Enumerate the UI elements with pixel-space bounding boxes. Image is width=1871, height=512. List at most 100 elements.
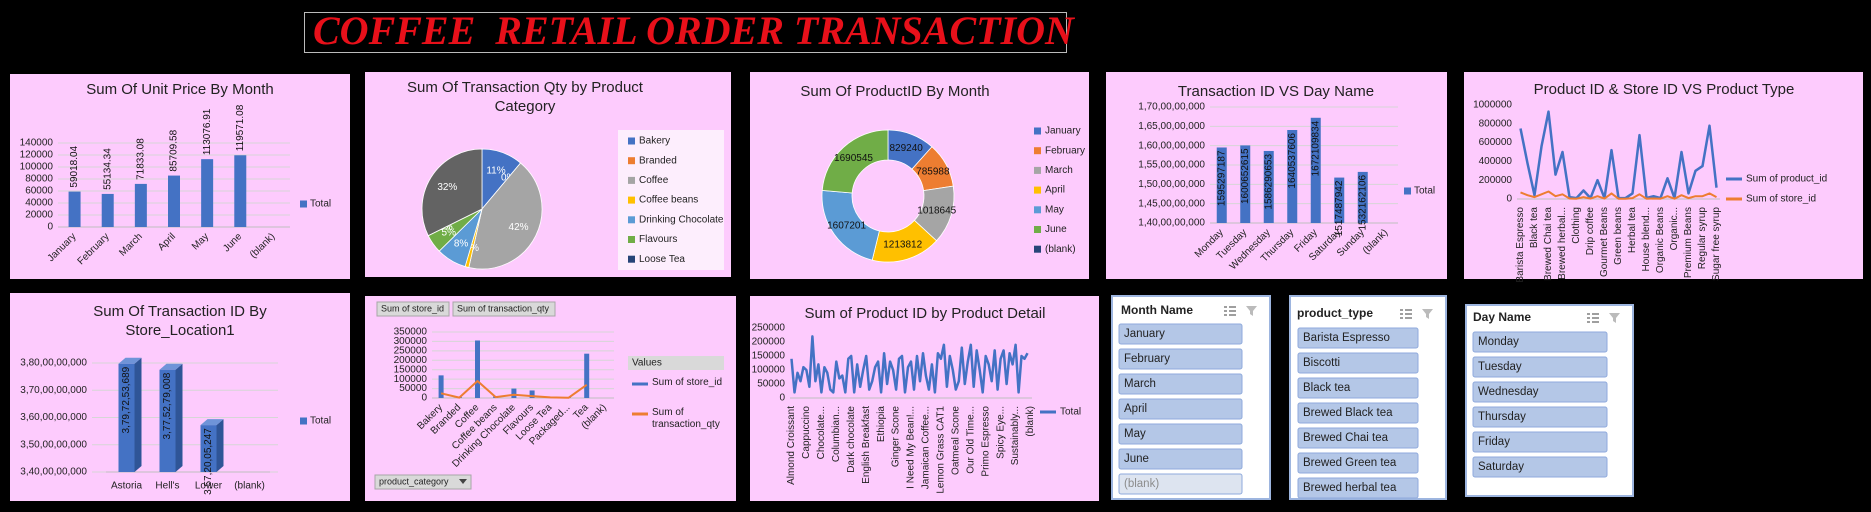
slicer-item[interactable] (1472, 356, 1608, 378)
x-tick-label: Barista Espresso (1515, 207, 1526, 283)
x-tick-label: Chocolate... (816, 406, 827, 459)
slicer-item[interactable] (1297, 477, 1419, 499)
x-tick-label: Primo Espresso (980, 406, 991, 477)
bar (1310, 117, 1321, 223)
legend-label: February (1045, 145, 1085, 156)
slicer-clear-icon[interactable] (1609, 313, 1620, 323)
y-tick-label: 0 (1506, 194, 1512, 205)
bar-side (216, 419, 224, 472)
slicer-item-label[interactable]: Brewed Black tea (1303, 407, 1393, 419)
slicer-item[interactable] (1118, 448, 1243, 470)
chart-title: Product ID & Store ID VS Product Type (1533, 81, 1795, 98)
slicer-item-label[interactable]: February (1124, 353, 1170, 365)
slicer-item[interactable] (1472, 431, 1608, 453)
x-tick-label: Sustainably... (1010, 406, 1021, 465)
slicer-item-label[interactable]: May (1124, 428, 1146, 440)
filter-arrow[interactable] (459, 479, 467, 484)
legend-title-box (628, 356, 724, 370)
slicer-item[interactable] (1297, 427, 1419, 449)
slicer-clear-icon[interactable] (1422, 309, 1433, 319)
slicer-item[interactable] (1118, 398, 1243, 420)
legend-swatch (628, 137, 635, 145)
legend-label: January (1045, 126, 1081, 137)
x-tick-label: Hell's (155, 481, 179, 492)
x-tick-label: Dark chocolate (846, 406, 857, 473)
x-tick-label: English Breakfast (861, 406, 872, 484)
slicer-item[interactable] (1118, 373, 1243, 395)
slicer-item[interactable] (1472, 381, 1608, 403)
y-tick-label: 0 (47, 222, 53, 233)
slicer-item[interactable] (1297, 402, 1419, 424)
slicer-item-label[interactable]: Biscotti (1303, 357, 1340, 369)
legend-label: Total (310, 199, 331, 210)
field-button[interactable] (452, 301, 556, 317)
field-button[interactable] (376, 301, 450, 317)
y-tick-label: 100000 (752, 365, 786, 376)
filter-button[interactable] (374, 474, 472, 490)
slicer-item-label[interactable]: Monday (1478, 336, 1519, 348)
legend-label: May (1045, 204, 1064, 215)
bar (1240, 145, 1251, 223)
data-label: 1% (465, 243, 480, 254)
slicer-item[interactable] (1118, 423, 1243, 445)
x-tick-label: Sugar free syrup (1711, 207, 1722, 281)
bar-side (175, 363, 183, 472)
data-label: 55134.34 (102, 148, 113, 190)
legend-label: Sum of store_id (652, 377, 723, 388)
x-tick-label: Almond Croissant (786, 406, 797, 485)
x-tick-label: Herbal tea (1627, 207, 1638, 254)
slicer-item-label[interactable]: (blank) (1124, 478, 1159, 490)
slicer-item-label[interactable]: Saturday (1478, 461, 1524, 473)
slicer-item-label[interactable]: June (1124, 453, 1149, 465)
slicer-item-label[interactable]: March (1124, 378, 1156, 390)
slicer-item-label[interactable]: Brewed Green tea (1303, 457, 1397, 469)
slicer-item[interactable] (1118, 473, 1243, 495)
slicer-item-label[interactable]: April (1124, 403, 1147, 415)
slicer-item[interactable] (1118, 348, 1243, 370)
slicer-item[interactable] (1472, 456, 1608, 478)
slicer-item[interactable] (1297, 377, 1419, 399)
filter-button-label[interactable]: product_category (379, 476, 449, 486)
slicer-item-label[interactable]: Tuesday (1478, 361, 1522, 373)
slicer-item-label[interactable]: January (1124, 328, 1165, 340)
slicer-multiselect-icon[interactable] (1224, 306, 1236, 316)
x-tick-label: Organic Beans (1655, 207, 1666, 273)
slicer-multiselect-icon[interactable] (1400, 309, 1412, 319)
field-button-label[interactable]: Sum of store_id (381, 303, 444, 313)
x-tick-label: Lemon Grass CAT1 (936, 406, 947, 494)
legend-label: Total (1414, 186, 1435, 197)
slicer-item[interactable] (1118, 323, 1243, 345)
slicer-item-label[interactable]: Barista Espresso (1303, 332, 1390, 344)
slicer-item[interactable] (1297, 327, 1419, 349)
slicer-item[interactable] (1472, 406, 1608, 428)
slicer-clear-icon[interactable] (1246, 306, 1257, 316)
x-tick-label: I Need My Bean!... (906, 406, 917, 489)
field-button-label[interactable]: Sum of transaction_qty (457, 303, 550, 313)
legend-label: Coffee (639, 175, 669, 186)
y-tick-label: 250000 (394, 345, 428, 356)
legend-swatch (628, 255, 635, 263)
slicer-item-label[interactable]: Brewed Chai tea (1303, 432, 1389, 444)
y-tick-label: 0 (779, 393, 785, 404)
x-tick-label: Green beans (1613, 207, 1624, 265)
legend-swatch (628, 176, 635, 184)
slicer-item[interactable] (1472, 331, 1608, 353)
y-tick-label: 150000 (752, 351, 786, 362)
slicer-multiselect-icon[interactable] (1587, 313, 1599, 323)
slicer-item[interactable] (1297, 452, 1419, 474)
slicer-items: Barista Espresso Biscotti Black tea Brewed … (1297, 327, 1419, 499)
data-label: 829240 (889, 143, 923, 154)
slicer-item-label[interactable]: Friday (1478, 436, 1510, 448)
slicer-item[interactable] (1297, 352, 1419, 374)
data-label: 1517487942 (1334, 180, 1345, 236)
slicer-item-label[interactable]: Brewed herbal tea (1303, 482, 1397, 494)
chart-title-box: Sum Of Unit Price By Month (86, 81, 274, 98)
x-tick-label: (blank) (1025, 406, 1036, 437)
slicer-item-label[interactable]: Thursday (1478, 411, 1526, 423)
bar (1263, 150, 1274, 223)
legend-label: Branded (639, 155, 677, 166)
legend-swatch (628, 157, 635, 165)
slicer-item-label[interactable]: Wednesday (1478, 386, 1539, 398)
bar (1287, 129, 1298, 223)
slicer-item-label[interactable]: Black tea (1303, 382, 1351, 394)
